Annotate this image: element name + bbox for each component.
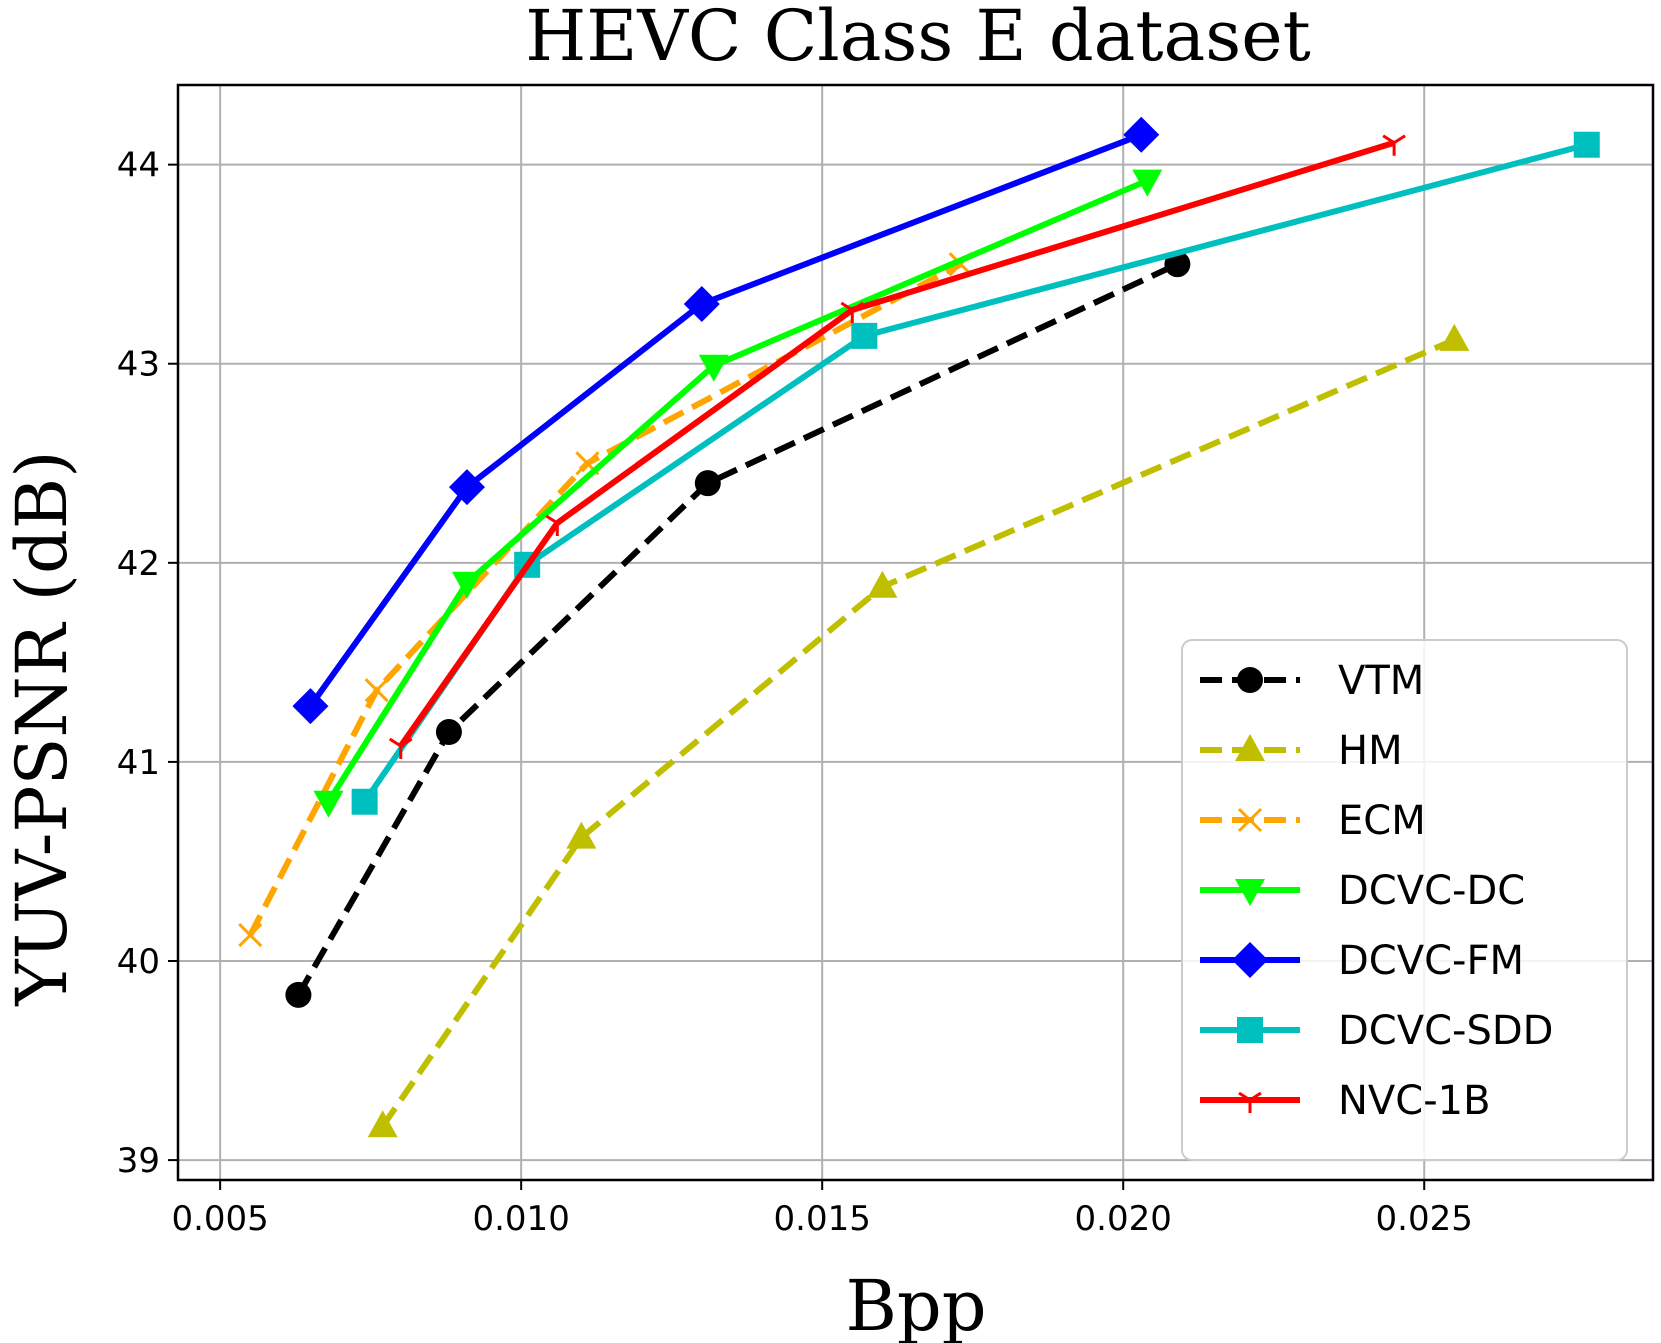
- data-point: [545, 514, 570, 536]
- data-point: [683, 286, 720, 322]
- legend-item: HM: [1200, 728, 1403, 774]
- data-point: [694, 470, 721, 497]
- y-tick-label: 42: [117, 544, 160, 584]
- chart-title: HEVC Class E dataset: [525, 0, 1311, 77]
- x-tick-label: 0.010: [472, 1199, 569, 1239]
- legend-label: ECM: [1338, 798, 1426, 844]
- legend-item: DCVC-DC: [1200, 868, 1525, 914]
- series-dcvc-dc: [313, 169, 1163, 818]
- series-ecm: [238, 252, 973, 948]
- series-line: [308, 131, 1143, 708]
- data-point: [698, 354, 729, 382]
- grid: [178, 85, 1653, 1180]
- legend-item: ECM: [1200, 798, 1426, 844]
- legend-marker: [1237, 1017, 1263, 1043]
- x-tick-label: 0.025: [1376, 1199, 1473, 1239]
- data-point: [1439, 323, 1470, 351]
- legend-marker: [1235, 734, 1265, 761]
- legend-marker: [1235, 879, 1265, 906]
- y-tick-label: 41: [117, 743, 160, 783]
- data-point: [1123, 116, 1160, 153]
- legend-label: DCVC-FM: [1338, 938, 1524, 984]
- series-line: [247, 261, 963, 937]
- ticks: 0.005 0.010 0.015 0.020 0.025 39 40 41 42 43 44: [117, 146, 1473, 1239]
- series-dcvc-fm: [292, 116, 1160, 725]
- data-point: [292, 688, 329, 725]
- legend-item: DCVC-FM: [1200, 938, 1524, 984]
- legend-marker: [1238, 1091, 1262, 1113]
- x-axis-label: Bpp: [845, 1265, 986, 1343]
- legend-label: HM: [1338, 728, 1403, 774]
- plot-area: [238, 116, 1600, 1138]
- series-hm: [367, 323, 1470, 1138]
- legend-item: NVC-1B: [1200, 1078, 1491, 1124]
- data-point: [388, 737, 413, 759]
- plot-frame: [176, 83, 1655, 1182]
- data-point: [351, 788, 378, 815]
- series-line: [398, 139, 1396, 748]
- data-point: [566, 821, 597, 849]
- data-point: [364, 678, 389, 703]
- legend-label: VTM: [1338, 658, 1424, 704]
- data-point: [367, 1110, 398, 1138]
- series-line: [295, 261, 1179, 997]
- data-point: [238, 923, 263, 948]
- x-tick-label: 0.020: [1075, 1199, 1172, 1239]
- data-point: [1132, 169, 1163, 197]
- data-point: [435, 719, 462, 746]
- series-nvc-1b: [388, 134, 1406, 759]
- legend-item: VTM: [1200, 658, 1424, 704]
- x-tick-label: 0.005: [171, 1199, 268, 1239]
- x-tick-label: 0.015: [774, 1199, 871, 1239]
- legend-label: DCVC-DC: [1338, 868, 1525, 914]
- series-line: [325, 177, 1149, 804]
- legend-marker: [1237, 807, 1263, 833]
- legend-marker: [1237, 667, 1263, 693]
- y-tick-label: 40: [117, 942, 160, 982]
- y-axis-label: YUV-PSNR (dB): [1, 450, 83, 1006]
- legend-label: DCVC-SDD: [1338, 1008, 1553, 1054]
- data-point: [867, 570, 898, 598]
- data-point: [448, 469, 485, 506]
- y-tick-label: 44: [117, 146, 160, 186]
- legend: VTM HM ECM DCVC-DC DCVC-FM DCVC-SDD NVC-1B: [1181, 639, 1628, 1161]
- data-point: [451, 571, 482, 599]
- series-vtm: [285, 251, 1191, 1008]
- data-point: [1382, 134, 1406, 156]
- legend-marker: [1232, 942, 1268, 978]
- data-point: [851, 322, 878, 349]
- legend-item: DCVC-SDD: [1200, 1008, 1553, 1054]
- legend-label: NVC-1B: [1338, 1078, 1491, 1124]
- data-point: [840, 301, 865, 323]
- series-line: [380, 337, 1456, 1128]
- y-tick-label: 43: [117, 345, 160, 385]
- data-point: [1573, 131, 1600, 158]
- data-point: [285, 981, 312, 1008]
- data-point: [313, 790, 344, 818]
- y-tick-label: 39: [117, 1141, 160, 1181]
